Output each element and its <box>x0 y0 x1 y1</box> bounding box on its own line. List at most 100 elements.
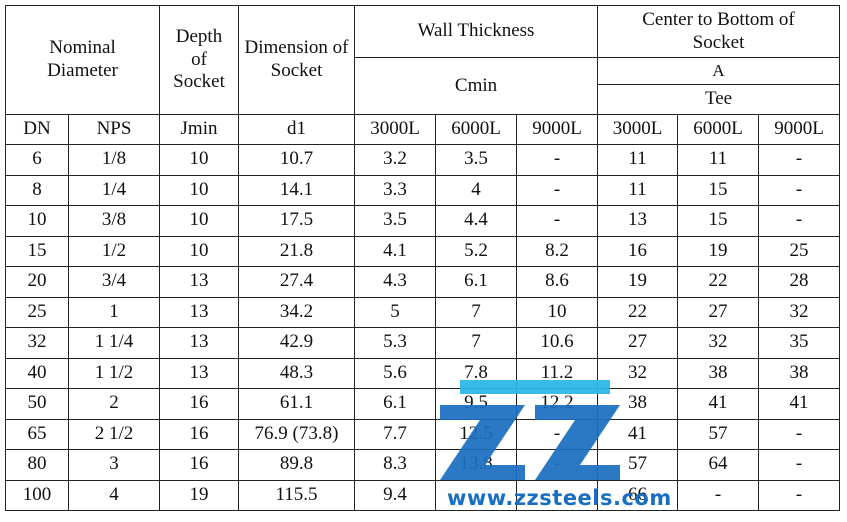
unit-ct-9000: 9000L <box>758 114 841 145</box>
table-row: 15 1/2 10 21.8 4.1 5.2 8.2 16 19 25 <box>5 235 841 267</box>
cell-ct-3000: 11 <box>597 174 679 206</box>
cell-jmin: 16 <box>159 418 239 450</box>
cell-jmin: 16 <box>159 449 239 481</box>
cell-wt-3000: 3.5 <box>354 205 436 237</box>
cell-wt-9000: 10 <box>515 296 599 328</box>
tee-label: Tee <box>704 88 733 110</box>
cell-d1: 48.3 <box>238 357 355 389</box>
unit-jmin: Jmin <box>159 114 239 145</box>
cell-ct-9000: 32 <box>758 296 841 328</box>
table-body: 6 1/8 10 10.7 3.2 3.5-11 11-8 1/4 10 14.1 3.3 4-11 1… <box>5 144 841 511</box>
cell-ct-6000: 27 <box>677 296 760 328</box>
unit-wt-9000: 9000L <box>515 114 599 145</box>
cell-d1: 21.8 <box>238 235 355 267</box>
cell-ct-9000: 35 <box>758 327 841 359</box>
cell-ct-9000: - <box>758 418 841 450</box>
cell-ct-6000: 38 <box>677 357 760 389</box>
cell-wt-6000: 6.1 <box>435 266 517 298</box>
cell-wt-9000: - <box>515 174 599 206</box>
cell-d1: 89.8 <box>238 449 355 481</box>
cell-d1: 27.4 <box>238 266 355 298</box>
cell-dn: 40 <box>5 357 69 389</box>
cell-wt-9000: 10.6 <box>515 327 599 359</box>
cell-ct-9000: 28 <box>758 266 841 298</box>
cell-ct-3000: 19 <box>597 266 679 298</box>
cell-ct-9000: - <box>758 449 841 481</box>
depth-of-socket-header: Depth of Socket <box>159 5 239 115</box>
cell-wt-3000: 9.4 <box>354 479 436 511</box>
cell-ct-6000: 22 <box>677 266 760 298</box>
cell-wt-9000: - <box>515 479 599 511</box>
cell-jmin: 13 <box>159 357 239 389</box>
cell-dn: 80 <box>5 449 69 481</box>
cell-d1: 34.2 <box>238 296 355 328</box>
cell-wt-6000: 5.2 <box>435 235 517 267</box>
cell-ct-6000: 19 <box>677 235 760 267</box>
cell-ct-3000: 38 <box>597 388 679 420</box>
cell-wt-9000: 12.2 <box>515 388 599 420</box>
cell-ct-3000: 27 <box>597 327 679 359</box>
cell-ct-3000: 41 <box>597 418 679 450</box>
cell-jmin: 10 <box>159 174 239 206</box>
cell-wt-3000: 4.3 <box>354 266 436 298</box>
cell-wt-3000: 3.2 <box>354 144 436 176</box>
cell-wt-3000: 5.6 <box>354 357 436 389</box>
cell-nps: 1/8 <box>68 144 160 176</box>
cell-dn: 6 <box>5 144 69 176</box>
table-row: 25 1 13 34.2 5 7 10 22 27 32 <box>5 296 841 328</box>
table-row: 50 2 16 61.1 6.1 9.5 12.2 38 41 41 <box>5 388 841 420</box>
cell-jmin: 16 <box>159 388 239 420</box>
cell-dn: 50 <box>5 388 69 420</box>
cell-wt-6000: 7 <box>435 327 517 359</box>
cell-d1: 17.5 <box>238 205 355 237</box>
cell-wt-6000: 7.8 <box>435 357 517 389</box>
wall-thickness-header: Wall Thickness <box>353 5 599 58</box>
cell-wt-6000: 7 <box>435 296 517 328</box>
unit-wt-3000: 3000L <box>354 114 436 145</box>
table-row: 32 1 1/4 13 42.9 5.3 7 10.6 27 32 35 <box>5 327 841 359</box>
cell-wt-6000: 3.5 <box>435 144 517 176</box>
dimension-of-socket-label: Dimension of Socket <box>244 37 349 81</box>
cell-nps: 2 1/2 <box>68 418 160 450</box>
cmin-label: Cmin <box>454 74 498 96</box>
cell-d1: 61.1 <box>238 388 355 420</box>
unit-nps: NPS <box>68 114 160 145</box>
cell-nps: 1 1/2 <box>68 357 160 389</box>
cell-d1: 76.9 (73.8) <box>238 418 355 450</box>
a-header: A <box>597 57 841 85</box>
cell-wt-9000: 8.2 <box>515 235 599 267</box>
nominal-diameter-header: Nominal Diameter <box>5 5 160 115</box>
cell-wt-6000: 4.4 <box>435 205 517 237</box>
cell-dn: 10 <box>5 205 69 237</box>
cell-ct-6000: 57 <box>677 418 760 450</box>
table-row: 100 4 19 115.5 9.4-66- - <box>5 479 841 511</box>
table-row: 10 3/8 10 17.5 3.5 4.4-13 15- <box>5 205 841 237</box>
cell-wt-6000: 13.8 <box>435 449 517 481</box>
cell-wt-6000: 12.5 <box>435 418 517 450</box>
cell-ct-6000: 41 <box>677 388 760 420</box>
cell-nps: 1/4 <box>68 174 160 206</box>
cell-ct-9000: - <box>758 144 841 176</box>
unit-ct-3000: 3000L <box>597 114 679 145</box>
tee-header: Tee <box>597 84 841 115</box>
cell-jmin: 13 <box>159 296 239 328</box>
cell-wt-9000: - <box>515 449 599 481</box>
cell-wt-3000: 8.3 <box>354 449 436 481</box>
a-label: A <box>712 60 725 80</box>
dimension-of-socket-header: Dimension of Socket <box>238 5 355 115</box>
table-row: 6 1/8 10 10.7 3.2 3.5-11 11- <box>5 144 841 176</box>
cell-nps: 1 1/4 <box>68 327 160 359</box>
unit-d1: d1 <box>238 114 355 145</box>
cell-wt-9000: - <box>515 418 599 450</box>
cell-nps: 1/2 <box>68 235 160 267</box>
cell-dn: 20 <box>5 266 69 298</box>
cell-wt-3000: 3.3 <box>354 174 436 206</box>
cell-ct-3000: 16 <box>597 235 679 267</box>
cell-ct-3000: 66 <box>597 479 679 511</box>
unit-dn: DN <box>5 114 69 145</box>
table-row: 8 1/4 10 14.1 3.3 4-11 15- <box>5 174 841 206</box>
cell-dn: 32 <box>5 327 69 359</box>
cell-jmin: 13 <box>159 327 239 359</box>
cell-dn: 8 <box>5 174 69 206</box>
cell-d1: 42.9 <box>238 327 355 359</box>
